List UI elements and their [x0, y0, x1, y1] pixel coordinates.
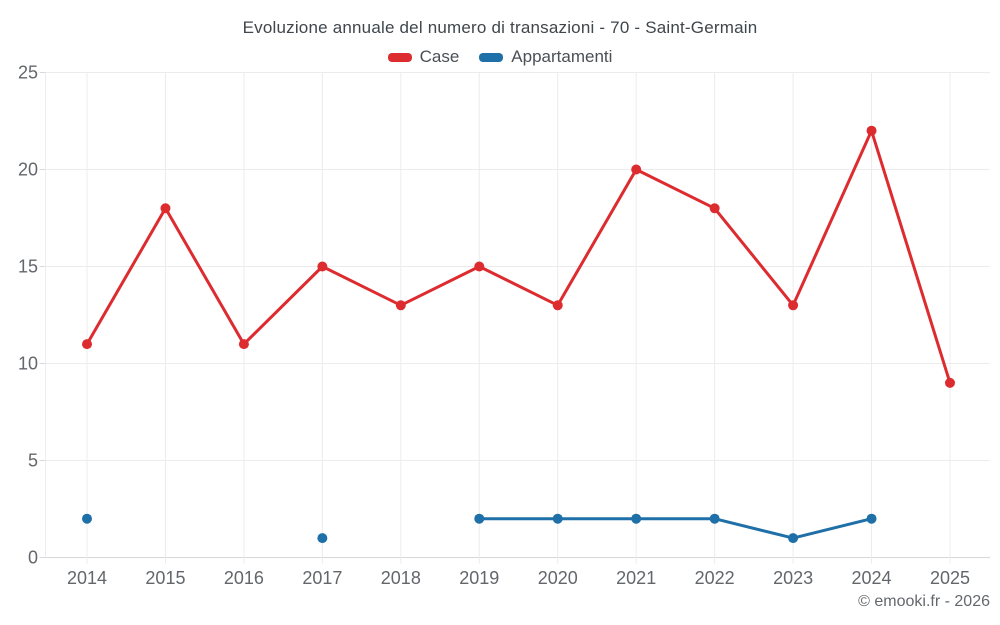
copyright-watermark: © emooki.fr - 2026	[858, 593, 990, 610]
point-case-2020[interactable]	[552, 300, 563, 311]
y-tick-label: 0	[28, 548, 38, 568]
point-case-2017[interactable]	[317, 261, 328, 272]
x-tick-label: 2014	[67, 568, 107, 588]
y-tick-label: 25	[18, 63, 38, 83]
point-appartamenti-2020[interactable]	[552, 513, 563, 524]
case-legend-swatch	[387, 52, 412, 62]
x-tick-label: 2021	[616, 568, 656, 588]
legend-item-case[interactable]: Case	[387, 47, 460, 67]
legend-item-appartamenti[interactable]: Appartamenti	[479, 47, 612, 67]
point-case-2014[interactable]	[82, 339, 92, 350]
x-tick-label: 2020	[538, 568, 578, 588]
point-appartamenti-2024[interactable]	[866, 513, 877, 524]
x-tick-label: 2025	[930, 568, 970, 588]
case-legend-label: Case	[419, 47, 460, 66]
x-tick-label: 2023	[773, 568, 813, 588]
x-tick-label: 2015	[145, 568, 185, 588]
x-tick-label: 2017	[302, 568, 342, 588]
x-tick-label: 2018	[381, 568, 421, 588]
point-appartamenti-2019[interactable]	[474, 513, 485, 524]
point-case-2016[interactable]	[238, 339, 249, 350]
y-tick-label: 15	[18, 257, 38, 277]
x-tick-label: 2024	[852, 568, 892, 588]
point-appartamenti-2023[interactable]	[788, 533, 799, 544]
chart-title: Evoluzione annuale del numero di transaz…	[242, 18, 758, 37]
x-tick-label: 2022	[695, 568, 735, 588]
y-tick-label: 10	[18, 354, 38, 374]
point-case-2024[interactable]	[866, 125, 877, 136]
appartamenti-legend-label: Appartamenti	[511, 47, 613, 66]
point-case-2025[interactable]	[945, 377, 955, 388]
point-case-2021[interactable]	[631, 164, 642, 175]
appartamenti-legend-swatch	[479, 52, 504, 62]
x-tick-label: 2016	[224, 568, 264, 588]
appartamenti-line	[477, 517, 873, 540]
point-appartamenti-2022[interactable]	[709, 513, 720, 524]
point-case-2022[interactable]	[709, 203, 720, 214]
point-appartamenti-2014[interactable]	[82, 513, 92, 524]
point-case-2015[interactable]	[160, 203, 171, 214]
point-case-2018[interactable]	[395, 300, 406, 311]
y-tick-label: 5	[28, 451, 38, 471]
chart-legend: Case Appartamenti	[0, 47, 1000, 67]
x-tick-label: 2019	[459, 568, 499, 588]
y-tick-label: 20	[18, 160, 38, 180]
case-line	[85, 129, 952, 385]
point-appartamenti-2021[interactable]	[631, 513, 642, 524]
point-case-2023[interactable]	[788, 300, 799, 311]
point-case-2019[interactable]	[474, 261, 485, 272]
point-appartamenti-2017[interactable]	[317, 533, 328, 544]
